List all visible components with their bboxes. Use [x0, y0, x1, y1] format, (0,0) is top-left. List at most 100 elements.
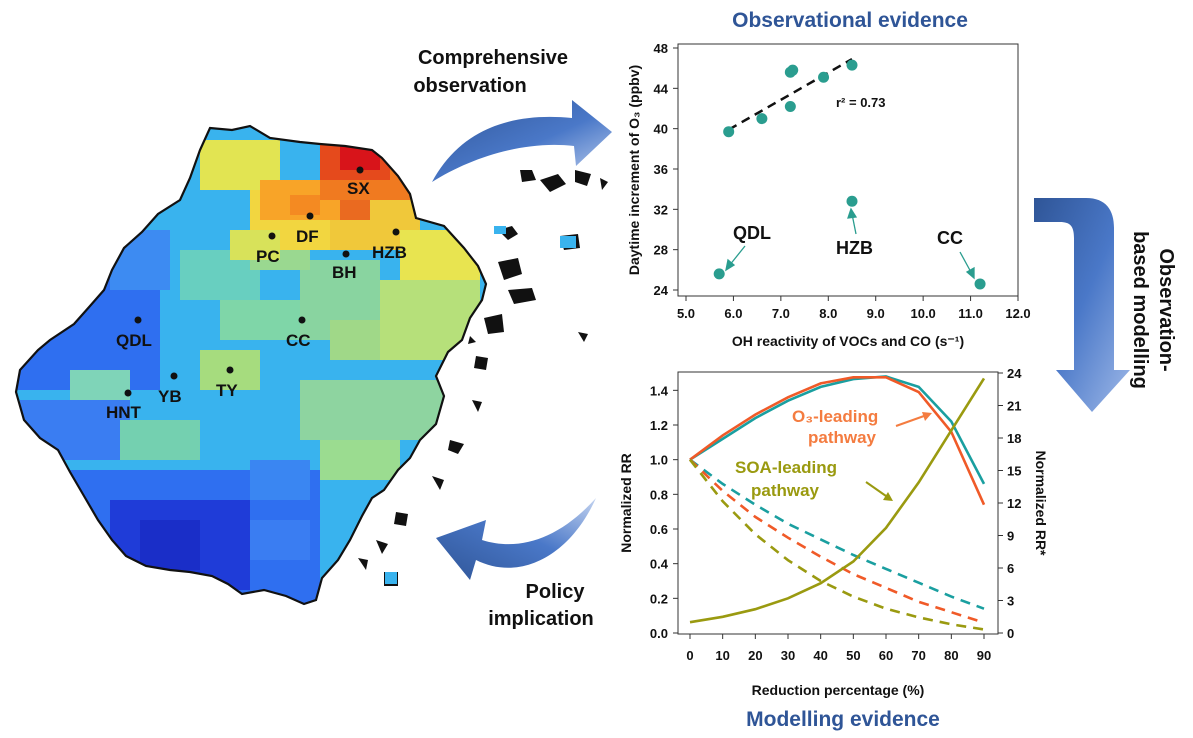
site-label-yb: YB	[158, 387, 182, 406]
scatter-x-tick-label: 5.0	[677, 306, 695, 321]
site-label-qdl: QDL	[116, 331, 152, 350]
comprehensive-observation-arrow	[432, 100, 612, 182]
line-x-tick-label: 20	[748, 648, 762, 663]
line-x-tick-label: 50	[846, 648, 860, 663]
line-y-tick-label: 0.8	[650, 487, 668, 502]
observation-label: observation	[413, 75, 526, 97]
line-y-tick-label: 1.0	[650, 453, 668, 468]
scatter-x-tick-label: 12.0	[1005, 306, 1030, 321]
site-dot	[134, 316, 142, 324]
line-y-right-tick-label: 24	[1007, 366, 1022, 381]
line-y-right-tick-label: 9	[1007, 529, 1014, 544]
scatter-point	[974, 278, 986, 290]
line-y-label: Normalized RR	[618, 453, 634, 553]
scatter-chart: 5.0 6.0 7.0 8.0 9.0 10.0 11.0 12.0 24 28 32 36 40 44…	[626, 41, 1031, 349]
scatter-point	[846, 59, 858, 71]
scatter-y-tick-label: 40	[654, 122, 668, 137]
line-chart: 0 10 20 30 40 50 60 70 80 90 0.00.20.40.60.81.01.…	[618, 366, 1049, 698]
scatter-frame	[677, 43, 1019, 297]
annotation-hzb: HZB	[836, 238, 873, 258]
line-x-tick-label: 60	[879, 648, 893, 663]
site-markers: SX DF PC HZB BH QDL CC YB TY HNT	[106, 166, 407, 422]
site-label-df: DF	[296, 227, 319, 246]
r2-label: r² = 0.73	[836, 95, 886, 110]
obm-label-line2: based modelling	[1129, 231, 1151, 389]
line-y-right-tick-label: 21	[1007, 399, 1021, 414]
scatter-y-tick-label: 48	[654, 41, 668, 56]
site-label-cc: CC	[286, 331, 311, 350]
scatter-y-ticks: 24 28 32 36 40 44 48	[654, 41, 678, 298]
line-series-dashed	[688, 458, 985, 631]
line-x-tick-label: 90	[977, 648, 991, 663]
site-dot	[392, 228, 400, 236]
line-x-ticks: 0 10 20 30 40 50 60 70 80 90	[686, 634, 991, 663]
line-y-right-tick-label: 6	[1007, 561, 1014, 576]
scatter-y-tick-label: 28	[654, 243, 668, 258]
line-x-tick-label: 80	[944, 648, 958, 663]
line-y-ticks-right: 0 3 6 9 12 15 18 21 24	[998, 366, 1022, 641]
scatter-x-tick-label: 6.0	[724, 306, 742, 321]
line-x-tick-label: 70	[911, 648, 925, 663]
scatter-x-ticks: 5.0 6.0 7.0 8.0 9.0 10.0 11.0 12.0	[677, 296, 1031, 321]
island-cell	[560, 236, 576, 248]
observation-modelling-arrow	[1034, 198, 1130, 412]
policy-implication-arrow	[436, 498, 596, 580]
site-dot	[124, 389, 132, 397]
line-y-right-tick-label: 0	[1007, 626, 1014, 641]
province-map	[14, 124, 608, 606]
scatter-y-tick-label: 44	[654, 81, 669, 96]
annotation-cc: CC	[937, 228, 963, 248]
annotation-arrows	[725, 207, 975, 280]
obm-label-line1: Observation-	[1155, 248, 1177, 371]
line-series-solid	[689, 377, 986, 624]
site-label-bh: BH	[332, 263, 357, 282]
scatter-x-tick-label: 7.0	[772, 306, 790, 321]
scatter-point	[787, 64, 799, 76]
policy-label: Policy	[526, 581, 586, 603]
province-outline	[14, 124, 488, 606]
scatter-y-tick-label: 32	[654, 202, 668, 217]
o3-pathway-label-line2: pathway	[808, 428, 877, 447]
site-dot	[268, 232, 276, 240]
line-y-tick-label: 0.6	[650, 522, 668, 537]
o3-pathway-arrow	[895, 415, 925, 427]
scatter-y-tick-label: 36	[654, 162, 668, 177]
line-series-solid	[689, 375, 986, 485]
line-x-tick-label: 10	[715, 648, 729, 663]
site-dot	[306, 212, 314, 220]
scatter-x-tick-label: 11.0	[958, 306, 983, 321]
site-dot	[342, 250, 350, 258]
line-x-tick-label: 0	[686, 648, 693, 663]
modelling-evidence-header: Modelling evidence	[746, 708, 940, 731]
scatter-y-tick-label: 24	[654, 283, 669, 298]
soa-pathway-arrow	[865, 481, 887, 497]
o3-pathway-label-line1: O₃-leading	[792, 407, 878, 426]
site-dot	[356, 166, 364, 174]
scatter-point	[784, 100, 796, 112]
site-dot	[170, 372, 178, 380]
scatter-point	[756, 113, 768, 125]
line-series-dashed	[689, 458, 985, 624]
scatter-x-tick-label: 9.0	[867, 306, 885, 321]
comprehensive-label: Comprehensive	[418, 47, 568, 69]
soa-pathway-arrowhead	[883, 492, 893, 501]
island-cell	[385, 572, 397, 584]
observational-evidence-header: Observational evidence	[732, 9, 968, 32]
scatter-x-tick-label: 10.0	[910, 306, 935, 321]
line-series-solid	[689, 375, 986, 506]
site-label-hzb: HZB	[372, 243, 407, 262]
line-x-tick-label: 30	[781, 648, 795, 663]
annotation-qdl: QDL	[733, 223, 771, 243]
island-cell	[494, 226, 506, 234]
scatter-y-label: Daytime increment of O₃ (ppbv)	[626, 65, 642, 275]
line-x-tick-label: 40	[813, 648, 827, 663]
line-series	[688, 375, 986, 631]
soa-pathway-label-line2: pathway	[751, 481, 820, 500]
site-label-ty: TY	[216, 381, 238, 400]
line-y-ticks: 0.0 0.2 0.4 0.6 0.8 1.0 1.2 1.4	[650, 383, 678, 641]
scatter-point	[713, 268, 725, 280]
scatter-point	[723, 126, 735, 138]
site-dot	[226, 366, 234, 374]
